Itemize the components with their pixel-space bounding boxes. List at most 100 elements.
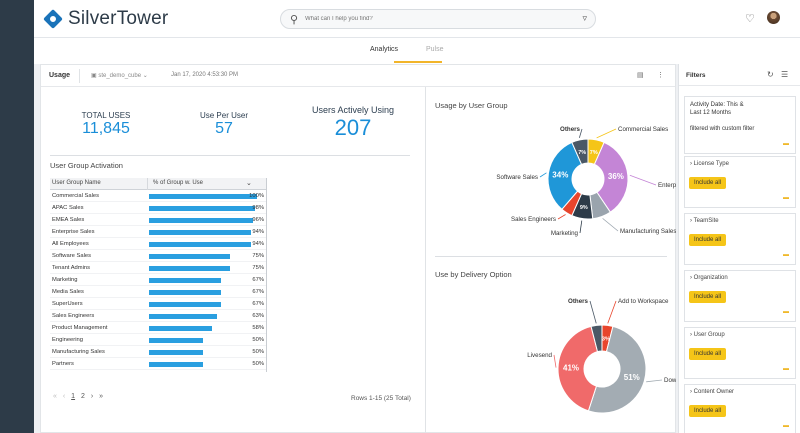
row-name: Enterprise Sales xyxy=(52,229,95,235)
table-row[interactable]: Manufacturing Sales 50% xyxy=(50,346,266,358)
row-pct: 67% xyxy=(252,277,264,283)
usage-by-group-title: Usage by User Group xyxy=(435,101,508,110)
tag-icon: ▬ xyxy=(783,252,789,258)
table-row[interactable]: Product Management 58% xyxy=(50,322,266,334)
tab-pulse[interactable]: Pulse xyxy=(426,46,444,53)
filters-panel: Filters ↻ ☰ Activity Date: This & Last 1… xyxy=(678,64,800,433)
page-1-button[interactable]: 1 xyxy=(71,393,76,400)
avatar[interactable] xyxy=(767,11,780,24)
kpi-users-active-label: Users Actively Using xyxy=(311,105,395,115)
row-bar xyxy=(149,254,230,259)
table-header: User Group Name % of Group w. Use ⌄ xyxy=(50,178,266,190)
filter-icon[interactable]: ▿ xyxy=(582,13,587,23)
more-options-icon[interactable]: ⋮ xyxy=(657,72,664,79)
table-row[interactable]: Partners 50% xyxy=(50,358,266,370)
filter-group[interactable]: › License Type Include all ▬ xyxy=(684,156,796,208)
filter-group-name[interactable]: › Organization xyxy=(690,275,728,281)
page-2-button[interactable]: 2 xyxy=(81,393,85,400)
table-row[interactable]: Marketing 67% xyxy=(50,274,266,286)
filters-header: Filters ↻ ☰ xyxy=(679,64,800,86)
filter-group-name[interactable]: › User Group xyxy=(690,332,725,338)
filter-group-name[interactable]: › Content Owner xyxy=(690,389,735,395)
tab-analytics[interactable]: Analytics xyxy=(370,46,399,53)
category-label: Marketing xyxy=(551,230,579,237)
pie-slice[interactable] xyxy=(547,141,583,211)
table-row[interactable]: Engineering 50% xyxy=(50,334,266,346)
row-name: Commercial Sales xyxy=(52,193,100,199)
row-pct: 96% xyxy=(252,217,264,223)
filter-group[interactable]: › Content Owner Include all ▬ xyxy=(684,384,796,433)
include-all-button[interactable]: Include all xyxy=(689,291,727,303)
table-row[interactable]: Sales Engineers 63% xyxy=(50,310,266,322)
table-row[interactable]: Commercial Sales 100% xyxy=(50,190,266,202)
next-page-button[interactable]: › xyxy=(90,393,94,400)
filter-group-label: User Group xyxy=(693,332,725,338)
kpi-total-uses: TOTAL USES 11,845 xyxy=(61,111,151,138)
include-all-button[interactable]: Include all xyxy=(689,177,727,189)
kpi-use-per-user: Use Per User 57 xyxy=(179,111,269,138)
search-input[interactable] xyxy=(305,12,565,26)
filter-group-label: Content Owner xyxy=(693,389,735,395)
refresh-icon[interactable]: ↻ xyxy=(767,70,774,79)
app-name: SilverTower xyxy=(68,8,169,29)
table-row[interactable]: Tenant Admins 75% xyxy=(50,262,266,274)
row-bar xyxy=(149,326,212,331)
pie-slice[interactable] xyxy=(587,325,647,414)
row-name: SuperUsers xyxy=(52,301,83,307)
table-row[interactable]: Media Sales 67% xyxy=(50,286,266,298)
table-row[interactable]: APAC Sales 98% xyxy=(50,202,266,214)
filter-group[interactable]: › Organization Include all ▬ xyxy=(684,270,796,322)
chevron-down-icon[interactable]: ⌄ xyxy=(246,180,252,187)
pager: « ‹ 1 2 › » xyxy=(53,393,107,400)
table-row[interactable]: SuperUsers 67% xyxy=(50,298,266,310)
include-all-button[interactable]: Include all xyxy=(689,348,727,360)
notifications-icon[interactable]: ♡ xyxy=(745,13,755,25)
filter-group[interactable]: › User Group Include all ▬ xyxy=(684,327,796,379)
pie-slice[interactable] xyxy=(557,325,599,412)
pie-slice[interactable] xyxy=(593,141,629,213)
category-label: Others xyxy=(568,298,589,305)
table-row[interactable]: EMEA Sales 96% xyxy=(50,214,266,226)
col-header-name[interactable]: User Group Name xyxy=(52,180,101,186)
panel-vertical-divider xyxy=(425,87,426,433)
table-row[interactable]: Software Sales 75% xyxy=(50,250,266,262)
delivery-option-chart: 3% Add to Workspace 51% Download 41% Livesend… xyxy=(527,298,676,414)
row-pct: 75% xyxy=(252,253,264,259)
filter-group-name[interactable]: › TeamSite xyxy=(690,218,719,224)
slice-value-label: 3% xyxy=(602,337,610,343)
pie-slice[interactable] xyxy=(571,138,589,166)
tag-icon: ▬ xyxy=(783,423,789,429)
slice-value-label: 9% xyxy=(580,205,588,211)
include-all-button[interactable]: Include all xyxy=(689,234,727,246)
col-header-pct[interactable]: % of Group w. Use xyxy=(153,180,204,186)
row-pct: 98% xyxy=(252,205,264,211)
column-separator[interactable] xyxy=(147,178,148,190)
row-pct: 94% xyxy=(252,229,264,235)
row-name: Manufacturing Sales xyxy=(52,349,105,355)
category-label: Commercial Sales xyxy=(618,126,668,133)
pie-slice[interactable] xyxy=(590,324,603,353)
slice-value-label: 36% xyxy=(608,172,624,181)
table-row[interactable]: Enterprise Sales 94% xyxy=(50,226,266,238)
row-bar xyxy=(149,362,203,367)
row-name: Tenant Admins xyxy=(52,265,91,271)
row-name: All Employees xyxy=(52,241,89,247)
prev-page-button[interactable]: ‹ xyxy=(62,393,66,400)
cube-selector[interactable]: ▣ ste_demo_cube ⌄ xyxy=(91,73,148,79)
slice-value-label: 7% xyxy=(578,150,586,156)
first-page-button[interactable]: « xyxy=(53,393,57,400)
panel-date: Jan 17, 2020 4:53:30 PM xyxy=(171,72,239,78)
activity-date-note: filtered with custom filter xyxy=(690,126,755,132)
table-row[interactable]: All Employees 94% xyxy=(50,238,266,250)
filter-group-name[interactable]: › License Type xyxy=(690,161,729,167)
leader-line xyxy=(578,128,583,139)
last-page-button[interactable]: » xyxy=(99,393,104,400)
export-icon[interactable]: ▤ xyxy=(637,72,644,79)
category-label: Software Sales xyxy=(496,174,538,181)
menu-icon[interactable]: ☰ xyxy=(781,70,789,79)
leader-line xyxy=(553,354,557,368)
app-logo[interactable]: SilverTower xyxy=(43,8,169,30)
filter-group[interactable]: › TeamSite Include all ▬ xyxy=(684,213,796,265)
activity-date-filter[interactable]: Activity Date: This & Last 12 Months fil… xyxy=(684,96,796,154)
include-all-button[interactable]: Include all xyxy=(689,405,727,417)
